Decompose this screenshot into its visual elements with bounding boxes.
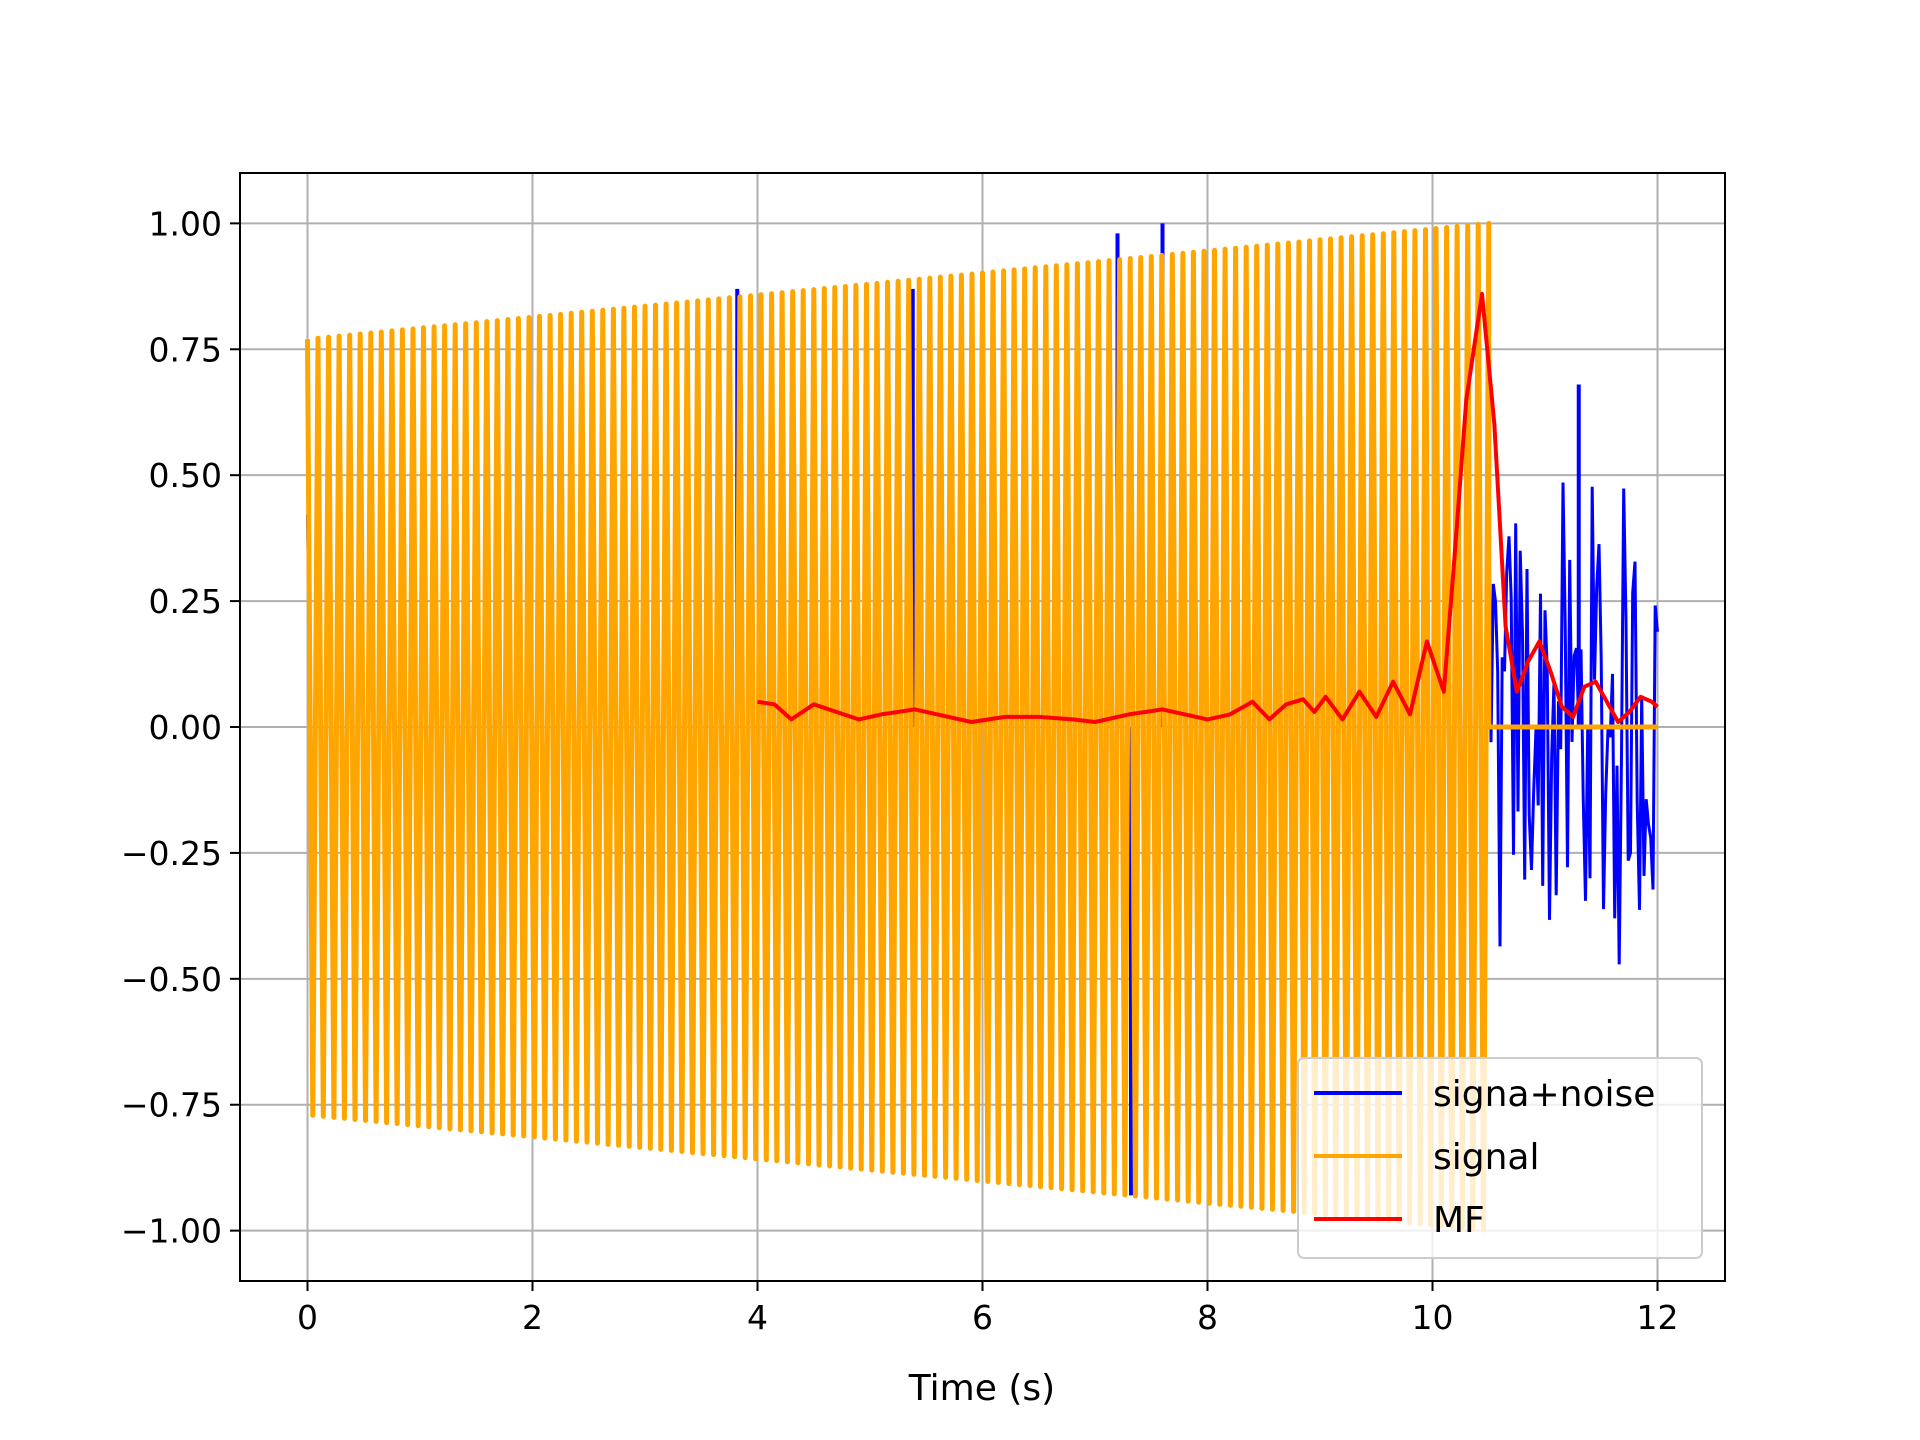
y-tick-label: 0.00 [149,708,222,747]
y-axis-ticks: 1.00 0.75 0.50 0.25 0.00 −0.25 −0.50 −0.75 −1.00 [121,204,240,1251]
x-tick-label: 2 [522,1298,543,1337]
legend: signa+noise signal MF [1297,1057,1703,1259]
y-tick-label: 0.50 [149,456,222,495]
x-axis-ticks: 0 2 4 6 8 10 12 [297,1281,1679,1337]
series-line-mf [757,291,1659,724]
legend-box [1297,1057,1703,1259]
y-tick-label: 0.75 [149,330,222,369]
legend-label-signal: signal [1433,1137,1540,1178]
x-tick-label: 10 [1412,1298,1454,1337]
x-axis-label: Time (s) [908,1368,1055,1409]
x-tick-label: 4 [747,1298,768,1337]
plot-series [305,220,1659,1233]
legend-label-signal-noise: signa+noise [1433,1074,1655,1115]
y-tick-label: −0.75 [121,1086,222,1125]
y-tick-label: 0.25 [149,582,222,621]
y-tick-label: −0.50 [121,960,222,999]
x-tick-label: 6 [972,1298,993,1337]
x-tick-label: 0 [297,1298,318,1337]
y-tick-label: 1.00 [149,204,222,243]
legend-label-mf: MF [1433,1200,1485,1241]
series-line-signal [305,220,1658,1233]
y-tick-label: −1.00 [121,1212,222,1251]
x-tick-label: 12 [1637,1298,1679,1337]
x-tick-label: 8 [1197,1298,1218,1337]
y-tick-label: −0.25 [121,834,222,873]
